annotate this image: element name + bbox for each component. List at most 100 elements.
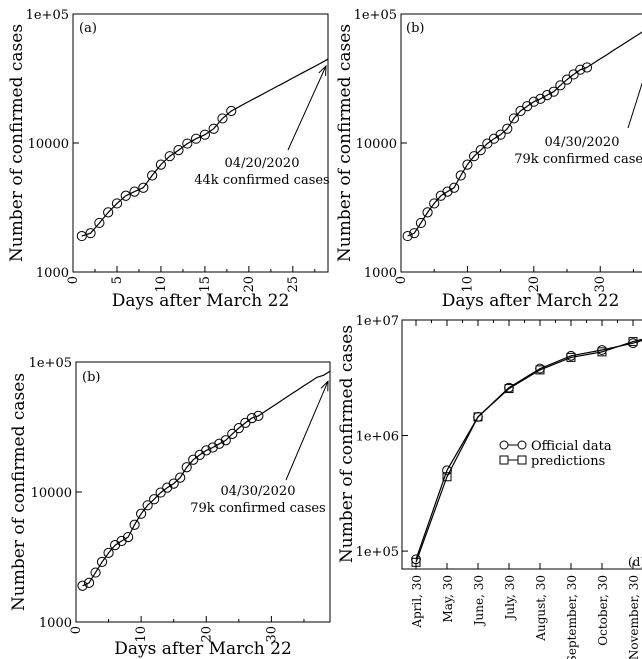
y-tick-label: 1e+07 <box>356 314 399 329</box>
data-point <box>182 138 193 149</box>
y-tick-label: 1e+06 <box>356 430 399 445</box>
annotation-text: 04/30/2020 <box>545 135 620 150</box>
data-point <box>462 159 473 170</box>
y-tick-label: 1000 <box>39 616 72 631</box>
fit-line <box>81 58 329 237</box>
y-axis-label: Number of confirmed cases <box>9 373 29 611</box>
chart-panel-b-top: 0 10 20 30 1000 10000 1e+05 (b) Days after March… <box>335 8 642 311</box>
data-point <box>199 129 210 140</box>
legend-marker <box>499 455 509 465</box>
prediction-point <box>566 352 576 362</box>
chart-panel-b-bottom: 0 10 20 30 1000 10000 1e+05 (b) Days after March… <box>9 356 331 659</box>
y-axis-label: Number of confirmed cases <box>7 24 27 262</box>
x-tick-label: May, 30 <box>441 575 455 623</box>
data-point <box>402 230 413 242</box>
data-point <box>168 478 179 489</box>
x-tick-label: October, 30 <box>596 575 610 646</box>
data-point <box>240 417 251 429</box>
data-point <box>103 547 114 559</box>
arrow-head <box>318 64 327 77</box>
data-point <box>220 435 231 446</box>
x-axis-label: Days after March 22 <box>112 291 290 311</box>
fit-line <box>82 370 331 587</box>
y-axis-label: Number of confirmed cases <box>335 24 355 262</box>
data-point <box>175 472 186 483</box>
plot-frame <box>72 13 329 273</box>
y-tick-label: 1000 <box>36 266 69 281</box>
data-point <box>138 182 149 193</box>
x-tick-label: July, 30 <box>503 575 517 621</box>
x-tick-label: 10 <box>134 626 149 643</box>
data-point <box>136 508 147 519</box>
data-point <box>217 113 228 124</box>
y-axis-label: Number of confirmed cases <box>337 325 357 563</box>
y-tick-label: 10000 <box>356 137 397 152</box>
data-point <box>83 577 95 588</box>
prediction-point <box>504 384 514 394</box>
legend-label: Official data <box>531 439 612 454</box>
data-point <box>188 454 199 465</box>
predictions-line <box>415 338 642 563</box>
x-tick-label: June, 30 <box>472 575 486 627</box>
y-tick-label: 1e+05 <box>26 8 69 23</box>
data-point <box>482 138 493 149</box>
annotation-arrow <box>285 381 329 481</box>
data-point <box>96 556 108 567</box>
x-tick-label: 5 <box>110 276 125 284</box>
data-point <box>429 198 440 209</box>
annotation-text: 04/20/2020 <box>225 156 300 171</box>
y-tick-label: 1e+05 <box>29 356 72 371</box>
data-point <box>561 74 573 85</box>
panel-label: (a) <box>79 21 97 36</box>
data-point <box>415 217 427 229</box>
x-tick-label: 30 <box>593 276 608 293</box>
prediction-point <box>597 347 607 357</box>
x-tick-label: 20 <box>199 626 214 643</box>
x-tick-label: 25 <box>286 276 301 293</box>
panel-label: (d) <box>628 555 642 569</box>
data-point <box>120 190 131 201</box>
data-point <box>85 228 96 239</box>
data-point <box>181 462 192 473</box>
annotation-arrow <box>287 65 327 151</box>
data-point <box>542 90 553 101</box>
data-point <box>508 113 519 124</box>
data-point <box>495 129 506 140</box>
data-point <box>409 228 420 239</box>
y-tick-label: 1000 <box>364 266 397 281</box>
data-point <box>164 151 175 162</box>
data-point <box>173 145 184 156</box>
x-tick-label: April, 30 <box>410 575 424 629</box>
data-point <box>548 86 559 97</box>
data-point <box>207 442 218 453</box>
legend-marker <box>499 440 509 450</box>
chart-panel-a: 0 5 10 15 20 25 1000 10000 1e+05 (a) Days after Ma… <box>7 8 330 311</box>
annotation-text: 04/30/2020 <box>221 484 296 499</box>
data-point <box>528 96 539 107</box>
x-tick-label: 20 <box>242 276 257 293</box>
data-point <box>155 159 167 170</box>
data-point <box>581 62 593 73</box>
data-point <box>246 413 257 424</box>
x-tick-label: 30 <box>264 626 279 643</box>
annotation-text: 79k confirmed cases <box>190 501 325 516</box>
data-point <box>111 198 123 209</box>
chart-panel-d: April, 30 May, 30 June, 30 July, 30 August, … <box>337 314 642 659</box>
x-tick-label: September, 30 <box>565 575 579 659</box>
data-point <box>90 567 101 578</box>
x-tick-label: 0 <box>66 276 81 284</box>
x-tick-label: August, 30 <box>534 575 548 642</box>
annotation-text: 79k confirmed cases <box>514 152 642 167</box>
legend-marker <box>517 455 527 465</box>
data-point <box>515 105 526 117</box>
y-tick-label: 10000 <box>28 137 69 152</box>
data-point <box>77 580 88 591</box>
data-point <box>76 230 87 242</box>
x-tick-label: 10 <box>460 276 475 293</box>
fit-line <box>407 31 642 237</box>
data-point <box>191 133 202 144</box>
data-point <box>103 207 114 218</box>
prediction-point <box>473 412 483 422</box>
x-tick-label: 15 <box>198 276 213 293</box>
